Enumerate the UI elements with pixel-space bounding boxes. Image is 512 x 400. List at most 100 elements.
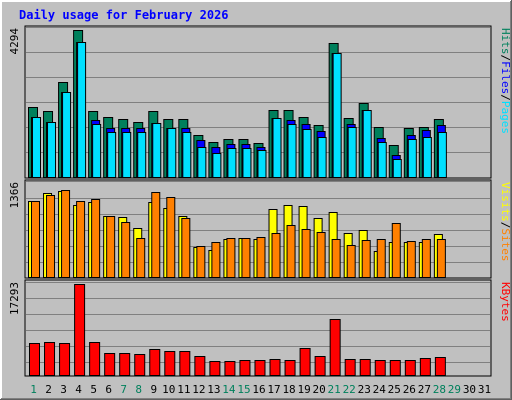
x-tick-label-day-30: 30 [463,383,476,396]
legend-text: Visits/Sites [499,182,512,262]
legend-separator: / [499,94,512,101]
x-tick-label-day-16: 16 [252,383,265,396]
bar-kbytes-day-16 [254,360,266,376]
bar-pages-day-22 [347,127,357,178]
x-tick-label-day-24: 24 [373,383,387,396]
bar-sites-day-16 [256,237,266,278]
series-sites [31,190,446,278]
bar-pages-day-18 [287,124,297,178]
bar-sites-day-12 [196,246,206,278]
panel-visits-sites: 1366 Visits/Sites [8,179,512,279]
bar-kbytes-day-12 [194,356,206,376]
bar-sites-day-27 [421,239,431,278]
bar-kbytes-day-3 [59,343,71,376]
bar-pages-day-17 [272,118,282,178]
bar-kbytes-day-14 [224,361,236,376]
bar-sites-day-17 [271,233,281,278]
bar-sites-day-9 [151,192,161,278]
bar-pages-day-12 [197,147,207,178]
bar-pages-day-24 [377,142,387,178]
legend-visits-sites: Visits/Sites [499,182,512,262]
bar-sites-day-21 [331,239,341,278]
bar-kbytes-day-20 [314,356,326,376]
bar-pages-day-21 [332,53,342,178]
bar-sites-day-4 [76,201,86,278]
bar-pages-day-26 [407,139,417,178]
bar-sites-day-15 [241,238,251,278]
x-tick-label-day-17: 17 [267,383,280,396]
x-tick-label-day-11: 11 [177,383,190,396]
bar-sites-day-11 [181,218,191,278]
x-tick-label-day-3: 3 [60,383,67,396]
legend-separator: / [499,55,512,62]
bar-sites-day-18 [286,225,296,278]
legend-text: Hits/Files/Pages [499,28,512,134]
bar-kbytes-day-24 [374,360,386,376]
bar-sites-day-14 [226,238,236,278]
bar-pages-day-13 [212,153,222,178]
x-tick-label-day-31: 31 [478,383,491,396]
bar-sites-day-6 [106,216,116,278]
bar-sites-day-3 [61,190,71,278]
bar-pages-day-19 [302,129,312,178]
bar-sites-day-13 [211,242,221,278]
axis-max-label: 4294 [8,28,21,55]
bar-sites-day-24 [376,239,386,278]
bar-kbytes-day-15 [239,360,251,376]
bar-sites-day-7 [121,222,131,278]
x-tick-label-day-26: 26 [403,383,416,396]
x-tick-label-day-20: 20 [313,383,326,396]
bar-kbytes-day-26 [404,360,416,376]
bar-pages-day-16 [257,150,267,178]
chart-title: Daily usage for February 2026 [19,8,229,22]
x-tick-label-day-5: 5 [90,383,97,396]
x-tick-label-day-27: 27 [418,383,431,396]
bar-sites-day-19 [301,229,311,278]
bar-pages-day-23 [362,110,372,178]
x-tick-label-day-19: 19 [297,383,310,396]
x-tick-label-day-23: 23 [358,383,371,396]
x-axis-day-labels: 1 2 3 4 5 6 7 8 9 10 11 12 13 14 15 16 17 18 19 20 21 22 23 24 2… [30,383,491,396]
panel-kbytes: 17293 KBytes [8,279,512,377]
x-tick-label-day-1: 1 [30,383,37,396]
series-pages [32,42,447,178]
x-tick-label-day-15: 15 [237,383,250,396]
bar-kbytes-day-25 [389,360,401,376]
bar-kbytes-day-27 [419,358,431,376]
bar-kbytes-day-1 [29,343,40,376]
x-tick-label-day-14: 14 [222,383,236,396]
bar-pages-day-2 [47,122,57,178]
bar-pages-day-1 [32,117,41,178]
bar-kbytes-day-18 [284,360,296,376]
bar-sites-day-22 [346,245,356,278]
bar-sites-day-5 [91,199,101,278]
bar-sites-day-2 [46,195,56,278]
bar-pages-day-11 [182,132,192,178]
bar-pages-day-7 [122,132,132,178]
bar-kbytes-day-2 [44,342,56,376]
bar-kbytes-day-10 [164,351,176,376]
x-tick-label-day-12: 12 [192,383,205,396]
bar-sites-day-23 [361,240,371,278]
bar-pages-day-20 [317,137,327,178]
bar-pages-day-5 [92,124,102,178]
legend-item-hits: Hits [499,28,512,55]
bar-kbytes-day-7 [119,353,131,376]
bar-kbytes-day-17 [269,359,281,376]
bar-pages-day-8 [137,132,147,178]
legend-item-sites: Sites [499,228,512,261]
bar-pages-day-28 [437,132,447,178]
bar-kbytes-day-22 [344,359,356,376]
bar-pages-day-3 [62,92,72,178]
x-tick-label-day-7: 7 [120,383,127,396]
bar-kbytes-day-6 [104,353,116,376]
bar-pages-day-4 [77,42,87,178]
bar-kbytes-day-13 [209,361,221,376]
x-tick-label-day-6: 6 [105,383,112,396]
legend-item-visits: Visits [499,182,512,222]
bar-sites-day-8 [136,238,146,278]
legend-hits-files-pages: Hits/Files/Pages [499,28,512,134]
series-kbytes [29,284,446,376]
bar-kbytes-day-9 [149,349,161,376]
